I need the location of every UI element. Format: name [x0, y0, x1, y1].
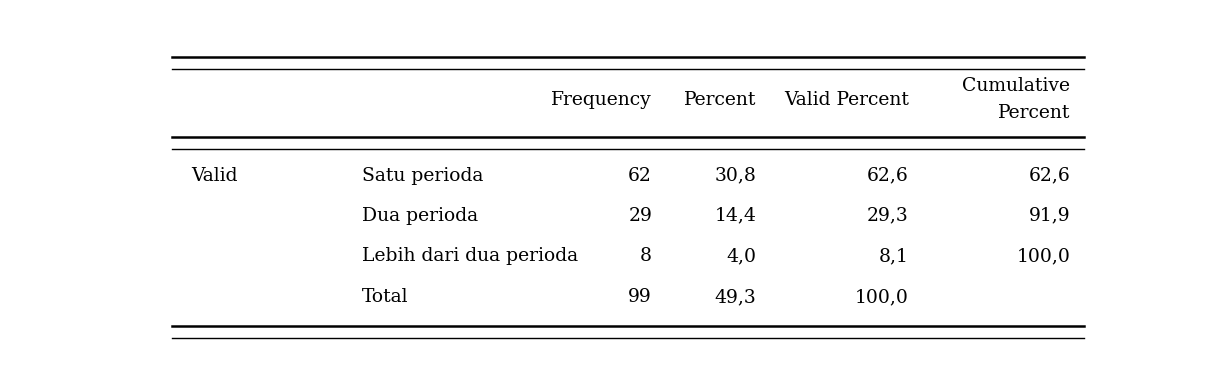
Text: Satu perioda: Satu perioda: [363, 167, 484, 185]
Text: 8,1: 8,1: [879, 247, 908, 265]
Text: 100,0: 100,0: [1016, 247, 1070, 265]
Text: Percent: Percent: [684, 91, 756, 109]
Text: 62,6: 62,6: [867, 167, 908, 185]
Text: Dua perioda: Dua perioda: [363, 207, 478, 225]
Text: 62: 62: [628, 167, 652, 185]
Text: 14,4: 14,4: [715, 207, 756, 225]
Text: 62,6: 62,6: [1029, 167, 1070, 185]
Text: Lebih dari dua perioda: Lebih dari dua perioda: [363, 247, 579, 265]
Text: 49,3: 49,3: [715, 288, 756, 306]
Text: Percent: Percent: [998, 104, 1070, 122]
Text: Valid: Valid: [191, 167, 238, 185]
Text: Cumulative: Cumulative: [962, 78, 1070, 95]
Text: 30,8: 30,8: [715, 167, 756, 185]
Text: Frequency: Frequency: [552, 91, 652, 109]
Text: 99: 99: [629, 288, 652, 306]
Text: 8: 8: [640, 247, 652, 265]
Text: Total: Total: [363, 288, 408, 306]
Text: 4,0: 4,0: [727, 247, 756, 265]
Text: 91,9: 91,9: [1029, 207, 1070, 225]
Text: 100,0: 100,0: [855, 288, 908, 306]
Text: 29,3: 29,3: [867, 207, 908, 225]
Text: Valid Percent: Valid Percent: [783, 91, 908, 109]
Text: 29: 29: [628, 207, 652, 225]
